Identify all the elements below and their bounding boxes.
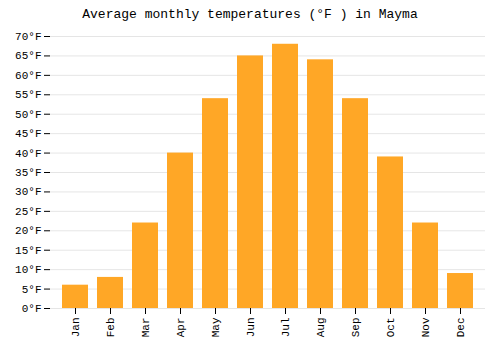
- svg-text:35°F: 35°F: [15, 167, 41, 179]
- svg-text:10°F: 10°F: [15, 264, 41, 276]
- svg-text:20°F: 20°F: [15, 225, 41, 237]
- svg-text:Oct: Oct: [385, 318, 397, 338]
- svg-text:60°F: 60°F: [15, 70, 41, 82]
- svg-text:0°F: 0°F: [22, 303, 42, 315]
- svg-text:40°F: 40°F: [15, 148, 41, 160]
- svg-text:Jan: Jan: [70, 318, 82, 338]
- svg-text:May: May: [210, 317, 222, 337]
- svg-text:50°F: 50°F: [15, 109, 41, 121]
- svg-text:Mar: Mar: [140, 318, 152, 338]
- svg-text:Aug: Aug: [315, 318, 327, 338]
- svg-text:30°F: 30°F: [15, 186, 41, 198]
- svg-text:Sep: Sep: [350, 318, 362, 338]
- svg-text:Apr: Apr: [175, 318, 187, 338]
- svg-text:Dec: Dec: [455, 318, 467, 338]
- svg-text:Feb: Feb: [105, 318, 117, 338]
- svg-text:25°F: 25°F: [15, 206, 41, 218]
- svg-text:5°F: 5°F: [22, 284, 42, 296]
- svg-text:Jul: Jul: [280, 318, 292, 338]
- svg-text:70°F: 70°F: [15, 31, 41, 43]
- svg-text:65°F: 65°F: [15, 50, 41, 62]
- svg-text:Jun: Jun: [245, 318, 257, 338]
- html-text:Average monthly temperatures (: Average monthly temperatures (°F ) in Ma…: [82, 7, 418, 22]
- svg-text:45°F: 45°F: [15, 128, 41, 140]
- svg-text:Nov: Nov: [420, 317, 432, 337]
- svg-text:15°F: 15°F: [15, 245, 41, 257]
- svg-text:55°F: 55°F: [15, 89, 41, 101]
